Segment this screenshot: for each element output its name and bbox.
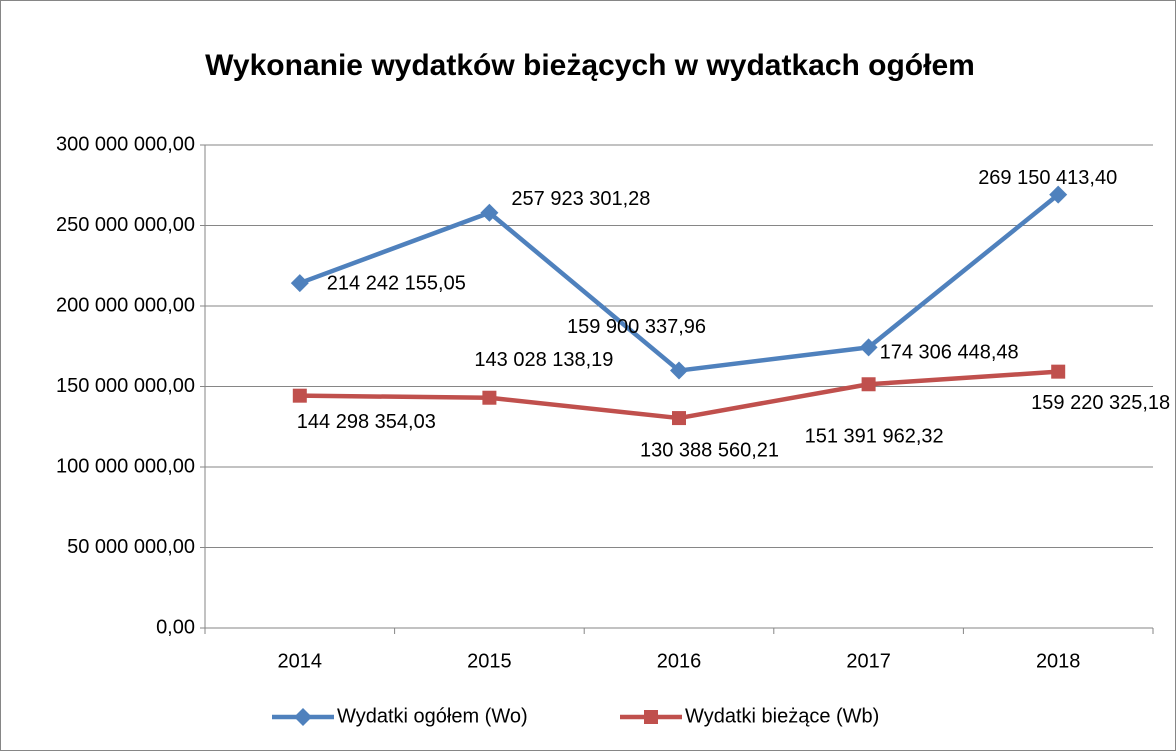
data-label: 214 242 155,05 (327, 272, 466, 294)
y-tick-label: 300 000 000,00 (56, 133, 195, 155)
x-tick-label: 2015 (467, 650, 512, 672)
y-tick-label: 200 000 000,00 (56, 294, 195, 316)
marker (290, 274, 309, 293)
data-label: 269 150 413,40 (978, 167, 1117, 189)
marker (859, 338, 878, 357)
legend-marker (294, 708, 312, 726)
x-tick-label: 2018 (1036, 650, 1081, 672)
legend-label: Wydatki ogółem (Wo) (337, 705, 528, 727)
x-tick-label: 2014 (278, 650, 323, 672)
data-label: 174 306 448,48 (880, 342, 1019, 364)
data-label: 151 391 962,32 (805, 426, 944, 448)
data-label: 144 298 354,03 (297, 411, 436, 433)
marker (482, 390, 497, 405)
legend-label: Wydatki bieżące (Wb) (685, 705, 879, 727)
marker (1049, 185, 1068, 204)
y-tick-label: 100 000 000,00 (56, 455, 195, 477)
y-tick-label: 50 000 000,00 (67, 536, 195, 558)
data-label: 143 028 138,19 (474, 349, 613, 371)
marker (1051, 364, 1066, 379)
data-label: 130 388 560,21 (640, 439, 779, 461)
x-tick-label: 2017 (846, 650, 891, 672)
marker (670, 361, 688, 380)
chart-title: Wykonanie wydatków bieżących w wydatkach… (205, 49, 975, 82)
marker (480, 203, 499, 222)
data-label: 159 220 325,18 (1031, 392, 1170, 414)
marker (672, 411, 686, 426)
y-tick-label: 250 000 000,00 (56, 214, 195, 236)
marker (292, 388, 307, 403)
y-tick-label: 150 000 000,00 (56, 375, 195, 397)
x-tick-label: 2016 (657, 650, 702, 672)
marker (861, 377, 876, 392)
data-label: 257 923 301,28 (511, 188, 650, 210)
y-tick-label: 0,00 (156, 616, 195, 638)
data-label: 159 900 337,96 (567, 316, 706, 338)
legend-marker (644, 710, 658, 724)
